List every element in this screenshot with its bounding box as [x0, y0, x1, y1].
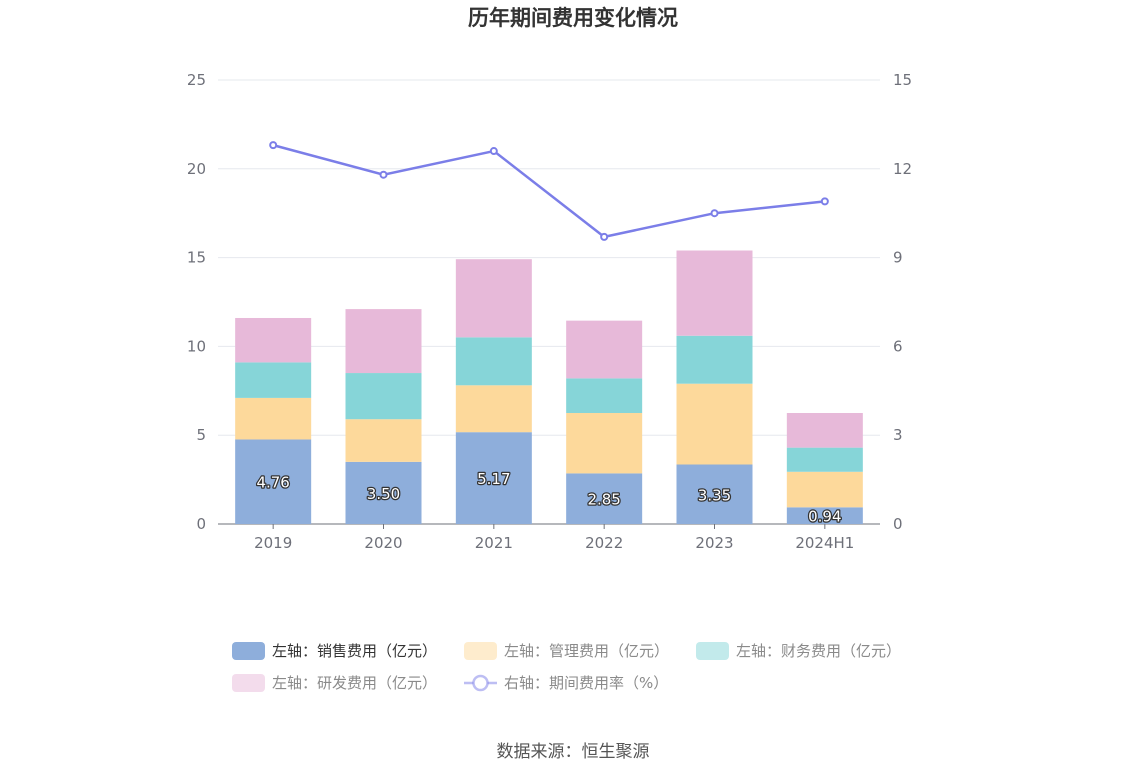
left-tick-label: 0: [196, 515, 206, 533]
bar-4-2023[interactable]: [676, 250, 753, 336]
bar-4-2024H1[interactable]: [786, 413, 863, 448]
bar-1-2022[interactable]: [566, 473, 643, 524]
bar-2-2022[interactable]: [566, 413, 643, 474]
legend[interactable]: 左轴：销售费用（亿元） 左轴：管理费用（亿元） 左轴：财务费用（亿元） 左轴：研发费用…: [232, 642, 901, 692]
bar-1-2023[interactable]: [676, 464, 753, 524]
expense-ratio-line: [272, 143, 825, 239]
right-tick-label: 9: [893, 249, 903, 267]
legend-label: 左轴：管理费用（亿元）: [504, 642, 669, 660]
legend-swatch: [232, 642, 265, 660]
x-tick-label: 2022: [585, 534, 623, 552]
bar-value-label: 0.94: [808, 508, 841, 526]
bar-2-2024H1[interactable]: [786, 471, 863, 508]
line-point-2019[interactable]: [269, 141, 278, 150]
legend-item-4[interactable]: 左轴：研发费用（亿元）: [232, 674, 437, 692]
x-tick-label: 2019: [254, 534, 292, 552]
line-point-2023[interactable]: [710, 209, 719, 218]
legend-label: 左轴：财务费用（亿元）: [736, 642, 901, 660]
legend-item-2[interactable]: 左轴：管理费用（亿元）: [464, 642, 669, 660]
bar-2-2019[interactable]: [235, 397, 312, 440]
right-tick-label: 0: [893, 515, 903, 533]
bar-1-2020[interactable]: [345, 461, 422, 524]
right-tick-label: 6: [893, 337, 903, 355]
bar-3-2020[interactable]: [345, 373, 422, 420]
legend-item-1[interactable]: 左轴：销售费用（亿元）: [232, 642, 437, 660]
legend-label: 左轴：研发费用（亿元）: [272, 674, 437, 692]
legend-swatch: [464, 642, 497, 660]
bar-2-2023[interactable]: [676, 383, 753, 465]
legend-swatch: [232, 674, 265, 692]
right-tick-label: 12: [893, 160, 912, 178]
source-note: 数据来源：恒生聚源: [497, 742, 650, 762]
bar-1-2021[interactable]: [455, 432, 532, 524]
bar-value-label: 5.17: [477, 470, 510, 488]
bar-series: [235, 250, 863, 524]
left-tick-label: 20: [187, 160, 206, 178]
x-tick-label: 2023: [695, 534, 733, 552]
line-point-2021[interactable]: [489, 147, 498, 156]
left-tick-label: 10: [187, 337, 206, 355]
x-tick-label: 2024H1: [795, 534, 854, 552]
x-tick-label: 2020: [364, 534, 402, 552]
line-point-2024H1[interactable]: [820, 197, 829, 206]
left-axis-ticks: 0 5 10 15 20 25: [187, 71, 206, 533]
line-point-2020[interactable]: [379, 170, 388, 179]
bar-4-2022[interactable]: [566, 320, 643, 379]
bar-1-2019[interactable]: [235, 439, 312, 524]
bar-3-2021[interactable]: [455, 337, 532, 386]
bar-4-2021[interactable]: [455, 259, 532, 338]
grid: [218, 79, 880, 525]
right-tick-label: 15: [893, 71, 912, 89]
bar-value-label: 4.76: [256, 474, 289, 492]
bar-1-2024H1[interactable]: [786, 507, 863, 524]
legend-label: 右轴：期间费用率（%）: [504, 674, 668, 692]
bar-3-2023[interactable]: [676, 335, 753, 384]
legend-point-swatch: [472, 674, 489, 692]
bar-value-label: 2.85: [587, 491, 620, 509]
right-axis-ticks: 0 3 6 9 12 15: [893, 71, 912, 533]
left-tick-label: 5: [196, 426, 206, 444]
legend-item-5[interactable]: 右轴：期间费用率（%）: [464, 674, 668, 692]
bar-2-2020[interactable]: [345, 419, 422, 462]
bar-data-labels: 4.76 3.50 5.17 2.85 3.35 0.94: [255, 469, 843, 527]
bar-4-2019[interactable]: [235, 317, 312, 363]
legend-item-3[interactable]: 左轴：财务费用（亿元）: [696, 642, 901, 660]
bar-4-2020[interactable]: [345, 309, 422, 374]
bar-value-label: 3.35: [698, 486, 731, 504]
left-tick-label: 15: [187, 249, 206, 267]
bar-3-2019[interactable]: [235, 362, 312, 398]
x-tick-label: 2021: [475, 534, 513, 552]
legend-swatch: [696, 642, 729, 660]
chart-title: 历年期间费用变化情况: [468, 6, 678, 30]
line-series: [269, 141, 829, 241]
bar-value-label: 3.50: [367, 485, 400, 503]
right-tick-label: 3: [893, 426, 903, 444]
left-tick-label: 25: [187, 71, 206, 89]
bar-3-2022[interactable]: [566, 378, 643, 413]
x-axis-ticks: 2019 2020 2021 2022 2023 2024H1: [254, 524, 854, 552]
bar-3-2024H1[interactable]: [786, 447, 863, 472]
line-point-2022[interactable]: [600, 232, 609, 241]
bar-2-2021[interactable]: [455, 385, 532, 433]
legend-label: 左轴：销售费用（亿元）: [272, 642, 437, 660]
